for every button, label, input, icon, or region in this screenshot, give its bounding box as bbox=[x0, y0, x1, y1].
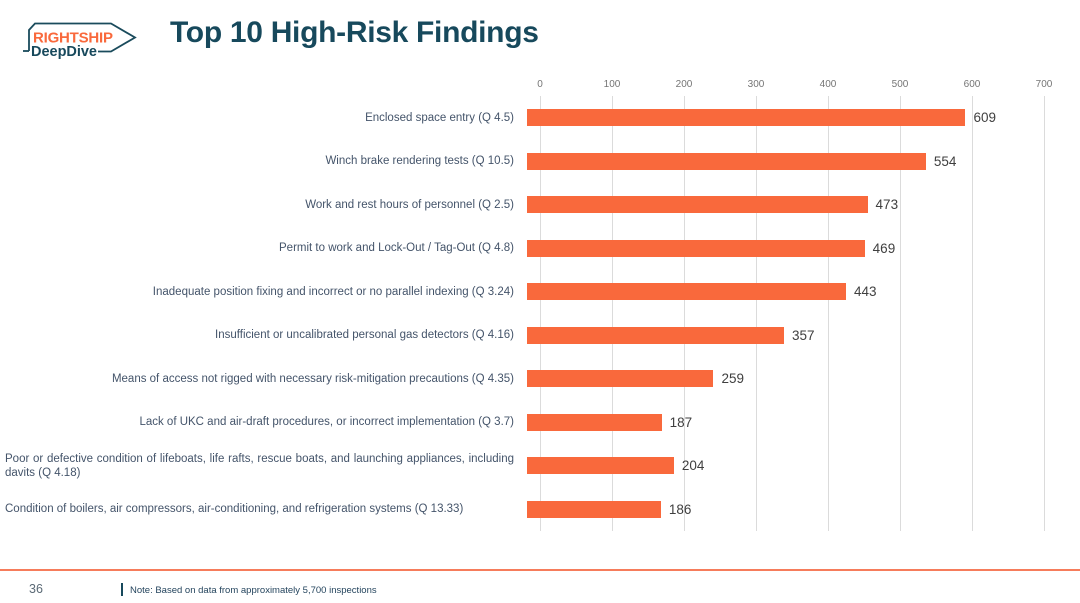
gridline bbox=[828, 96, 829, 531]
gridline bbox=[972, 96, 973, 531]
gridline bbox=[1044, 96, 1045, 531]
x-tick-label: 500 bbox=[891, 79, 909, 90]
logo-brand-text: RIGHTSHIP bbox=[33, 30, 113, 47]
bar bbox=[527, 152, 926, 170]
bar bbox=[527, 196, 868, 214]
footer-divider bbox=[0, 569, 1080, 571]
x-tick-label: 100 bbox=[603, 79, 621, 90]
category-label: Work and rest hours of personnel (Q 2.5) bbox=[305, 198, 514, 211]
value-label: 204 bbox=[681, 458, 705, 474]
x-tick-label: 700 bbox=[1035, 79, 1053, 90]
x-tick-label: 400 bbox=[819, 79, 837, 90]
category-label: Poor or defective condition of lifeboats… bbox=[5, 452, 514, 479]
bar bbox=[527, 283, 846, 301]
bar bbox=[527, 109, 966, 127]
gridline bbox=[540, 96, 541, 531]
value-label: 609 bbox=[973, 110, 996, 126]
chart-row: Condition of boilers, air compressors, a… bbox=[0, 488, 1080, 532]
value-label: 259 bbox=[721, 371, 744, 387]
x-tick-label: 300 bbox=[747, 79, 765, 90]
category-label: Winch brake rendering tests (Q 10.5) bbox=[325, 155, 514, 168]
bar bbox=[527, 500, 661, 518]
page-title: Top 10 High-Risk Findings bbox=[170, 16, 539, 49]
x-axis-ticks: 0 100 200 300 400 500 600 700 bbox=[0, 79, 1080, 93]
chart-row: Permit to work and Lock-Out / Tag-Out (Q… bbox=[0, 227, 1080, 271]
footer-note: Note: Based on data from approximately 5… bbox=[130, 585, 377, 596]
chart-row: Enclosed space entry (Q 4.5) 609 bbox=[0, 96, 1080, 140]
gridline bbox=[612, 96, 613, 531]
value-label: 554 bbox=[933, 153, 957, 169]
x-tick-label: 0 bbox=[537, 79, 543, 90]
bar bbox=[527, 413, 662, 431]
bar bbox=[527, 457, 674, 475]
chart-row: Means of access not rigged with necessar… bbox=[0, 357, 1080, 401]
logo-product-text: DeepDive bbox=[31, 44, 97, 60]
chart-row: Inadequate position fixing and incorrect… bbox=[0, 270, 1080, 314]
chart-row: Winch brake rendering tests (Q 10.5) 554 bbox=[0, 140, 1080, 184]
gridlines bbox=[540, 96, 1046, 531]
value-label: 443 bbox=[853, 284, 877, 300]
category-label: Enclosed space entry (Q 4.5) bbox=[365, 111, 514, 124]
category-label: Inadequate position fixing and incorrect… bbox=[152, 285, 514, 298]
chart-row: Poor or defective condition of lifeboats… bbox=[0, 444, 1080, 488]
value-label: 187 bbox=[669, 414, 693, 430]
note-separator-bar bbox=[121, 583, 123, 596]
gridline bbox=[900, 96, 901, 531]
value-label: 469 bbox=[872, 240, 896, 256]
logo-arrow-outline bbox=[28, 22, 137, 53]
category-label: Insufficient or uncalibrated personal ga… bbox=[215, 329, 514, 342]
chart-row: Lack of UKC and air-draft procedures, or… bbox=[0, 401, 1080, 445]
bar bbox=[527, 326, 785, 344]
category-label: Permit to work and Lock-Out / Tag-Out (Q… bbox=[279, 242, 514, 255]
chart-row: Insufficient or uncalibrated personal ga… bbox=[0, 314, 1080, 358]
chart-row: Work and rest hours of personnel (Q 2.5)… bbox=[0, 183, 1080, 227]
category-label: Condition of boilers, air compressors, a… bbox=[5, 503, 464, 516]
x-tick-label: 600 bbox=[963, 79, 981, 90]
x-tick-label: 200 bbox=[675, 79, 693, 90]
value-label: 357 bbox=[792, 327, 815, 343]
category-label: Means of access not rigged with necessar… bbox=[111, 372, 514, 385]
gridline bbox=[756, 96, 757, 531]
bar bbox=[527, 370, 714, 388]
value-label: 186 bbox=[668, 501, 692, 517]
page-number: 36 bbox=[29, 582, 43, 596]
rightship-deepdive-logo: RIGHTSHIP DeepDive bbox=[23, 22, 137, 60]
bar bbox=[527, 239, 865, 257]
category-label: Lack of UKC and air-draft procedures, or… bbox=[139, 416, 514, 429]
gridline bbox=[684, 96, 685, 531]
value-label: 473 bbox=[875, 197, 899, 213]
